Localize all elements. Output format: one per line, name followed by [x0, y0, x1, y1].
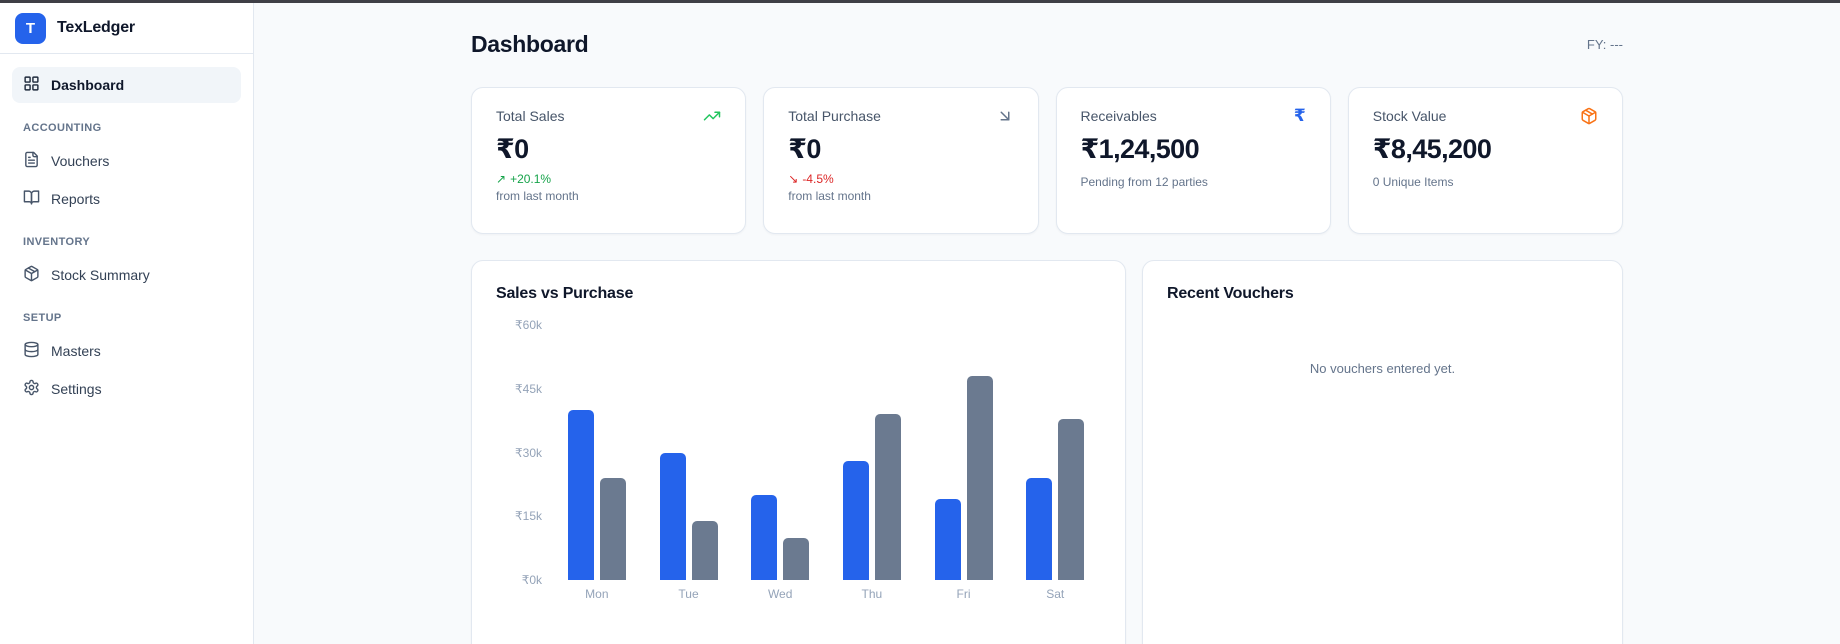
stats-grid: Total Sales ₹0 ↗ +20.1% from last month …: [471, 87, 1623, 234]
package-icon: [1580, 107, 1598, 125]
x-tick-label: Wed: [767, 587, 793, 601]
bar-group-thu: [826, 325, 918, 580]
stat-change: ↗ +20.1%: [496, 172, 721, 186]
stat-card-total-sales: Total Sales ₹0 ↗ +20.1% from last month: [471, 87, 747, 234]
stat-label: Total Purchase: [788, 108, 881, 124]
app-header: T TexLedger: [0, 3, 253, 54]
window-top-edge: [0, 0, 1840, 3]
bar-group-mon: [551, 325, 643, 580]
bar-sales-fri[interactable]: [934, 499, 961, 580]
y-tick-label: ₹15k: [515, 509, 542, 524]
recent-vouchers-card: Recent Vouchers No vouchers entered yet.: [1142, 260, 1623, 644]
x-tick-label: Fri: [956, 587, 971, 601]
stat-subtext: 0 Unique Items: [1372, 175, 1454, 189]
stat-subtext: from last month: [788, 189, 871, 203]
app-logo-letter: T: [25, 19, 36, 37]
stat-label: Stock Value: [1372, 108, 1447, 124]
sidebar-section-accounting: ACCOUNTING: [23, 122, 102, 134]
app-logo: T: [15, 12, 46, 44]
bar-group-tue: [643, 325, 735, 580]
x-tick-label: Mon: [585, 587, 609, 601]
page-header: Dashboard FY: ---: [471, 31, 1623, 58]
sidebar-item-reports[interactable]: Reports: [12, 181, 241, 217]
stat-change-value: -4.5%: [802, 172, 834, 186]
chart-title: Sales vs Purchase: [496, 285, 634, 302]
sidebar-item-dashboard[interactable]: Dashboard: [12, 67, 241, 103]
file-text-icon: [23, 151, 40, 171]
sidebar-item-label: Dashboard: [51, 77, 125, 93]
charts-row: Sales vs Purchase ₹60k ₹45k ₹30k ₹15k ₹0k Mo…: [471, 260, 1623, 644]
bar-group-sat: [1009, 325, 1101, 580]
app-name: TexLedger: [57, 19, 135, 36]
stat-value: ₹0: [496, 134, 529, 164]
bar-purchase-fri[interactable]: [966, 376, 993, 580]
bar-group-wed: [734, 325, 826, 580]
sidebar-item-masters[interactable]: Masters: [12, 333, 241, 369]
empty-state-message: No vouchers entered yet.: [1309, 361, 1456, 376]
sidebar-item-label: Masters: [51, 343, 101, 359]
sidebar-section-setup: SETUP: [23, 312, 62, 324]
chart-y-axis: ₹60k ₹45k ₹30k ₹15k ₹0k: [496, 318, 542, 587]
stat-card-receivables: Receivables ₹ ₹1,24,500 Pending from 12 …: [1055, 87, 1331, 234]
y-tick-label: ₹45k: [515, 381, 542, 396]
chart-plot: [551, 325, 1101, 580]
bar-purchase-tue[interactable]: [691, 520, 718, 580]
down-right-arrow-icon: ↘: [788, 172, 799, 186]
dashboard-grid-icon: [23, 75, 40, 95]
bar-chart: ₹60k ₹45k ₹30k ₹15k ₹0k Mon Tue Wed Thu Fri Sat: [496, 318, 1101, 601]
y-tick-label: ₹30k: [515, 445, 542, 460]
sales-vs-purchase-card: Sales vs Purchase ₹60k ₹45k ₹30k ₹15k ₹0k Mo…: [471, 260, 1126, 644]
main-content: Dashboard FY: --- Total Sales ₹0 ↗ +20.1…: [254, 3, 1840, 644]
up-right-arrow-icon: ↗: [496, 172, 507, 186]
arrow-down-right-icon: [996, 107, 1014, 125]
bar-sales-mon[interactable]: [567, 410, 594, 580]
bar-purchase-mon[interactable]: [599, 478, 626, 580]
sidebar-item-label: Stock Summary: [51, 267, 150, 283]
rupee-icon: ₹: [1293, 106, 1306, 125]
bar-purchase-thu[interactable]: [874, 414, 901, 580]
sidebar-item-label: Vouchers: [51, 153, 110, 169]
stat-change: ↘ -4.5%: [788, 172, 1013, 186]
y-tick-label: ₹0k: [521, 573, 542, 587]
bar-sales-wed[interactable]: [751, 495, 778, 580]
stat-subtext: from last month: [496, 189, 579, 203]
bar-sales-sat[interactable]: [1026, 478, 1053, 580]
vouchers-title: Recent Vouchers: [1167, 285, 1294, 302]
stat-label: Total Sales: [496, 108, 565, 124]
y-tick-label: ₹60k: [515, 318, 542, 332]
sidebar-item-label: Settings: [51, 381, 102, 397]
stat-change-value: +20.1%: [510, 172, 552, 186]
bar-group-fri: [918, 325, 1010, 580]
sidebar-item-settings[interactable]: Settings: [12, 371, 241, 407]
gear-icon: [23, 379, 40, 399]
stat-card-stock-value: Stock Value ₹8,45,200 0 Unique Items: [1347, 87, 1623, 234]
sidebar: T TexLedger Dashboard ACCOUNTING Voucher…: [0, 3, 254, 644]
stat-value: ₹1,24,500: [1080, 134, 1200, 164]
stat-value: ₹0: [788, 134, 821, 164]
page-title: Dashboard: [471, 31, 589, 57]
database-icon: [23, 341, 40, 361]
sidebar-item-vouchers[interactable]: Vouchers: [12, 143, 241, 179]
sidebar-item-label: Reports: [51, 191, 101, 207]
sidebar-nav: Dashboard ACCOUNTING Vouchers Reports IN…: [0, 54, 253, 422]
bar-purchase-wed[interactable]: [783, 537, 810, 580]
x-tick-label: Sat: [1046, 587, 1065, 601]
x-tick-label: Thu: [861, 587, 883, 601]
book-open-icon: [23, 189, 40, 209]
chart-x-axis: Mon Tue Wed Thu Fri Sat: [551, 587, 1101, 601]
x-tick-label: Tue: [678, 587, 699, 601]
stat-card-total-purchase: Total Purchase ₹0 ↘ -4.5% from last mont…: [763, 87, 1039, 234]
trending-up-icon: [703, 107, 721, 125]
bar-sales-thu[interactable]: [842, 461, 869, 580]
stat-value: ₹8,45,200: [1372, 134, 1492, 164]
stat-label: Receivables: [1080, 108, 1157, 124]
fy-label: FY: ---: [1586, 37, 1623, 52]
bar-sales-tue[interactable]: [659, 452, 686, 580]
bar-purchase-sat[interactable]: [1058, 418, 1085, 580]
sidebar-section-inventory: INVENTORY: [23, 236, 91, 248]
stat-subtext: Pending from 12 parties: [1080, 175, 1208, 189]
package-icon: [23, 265, 40, 285]
sidebar-item-stock-summary[interactable]: Stock Summary: [12, 257, 241, 293]
